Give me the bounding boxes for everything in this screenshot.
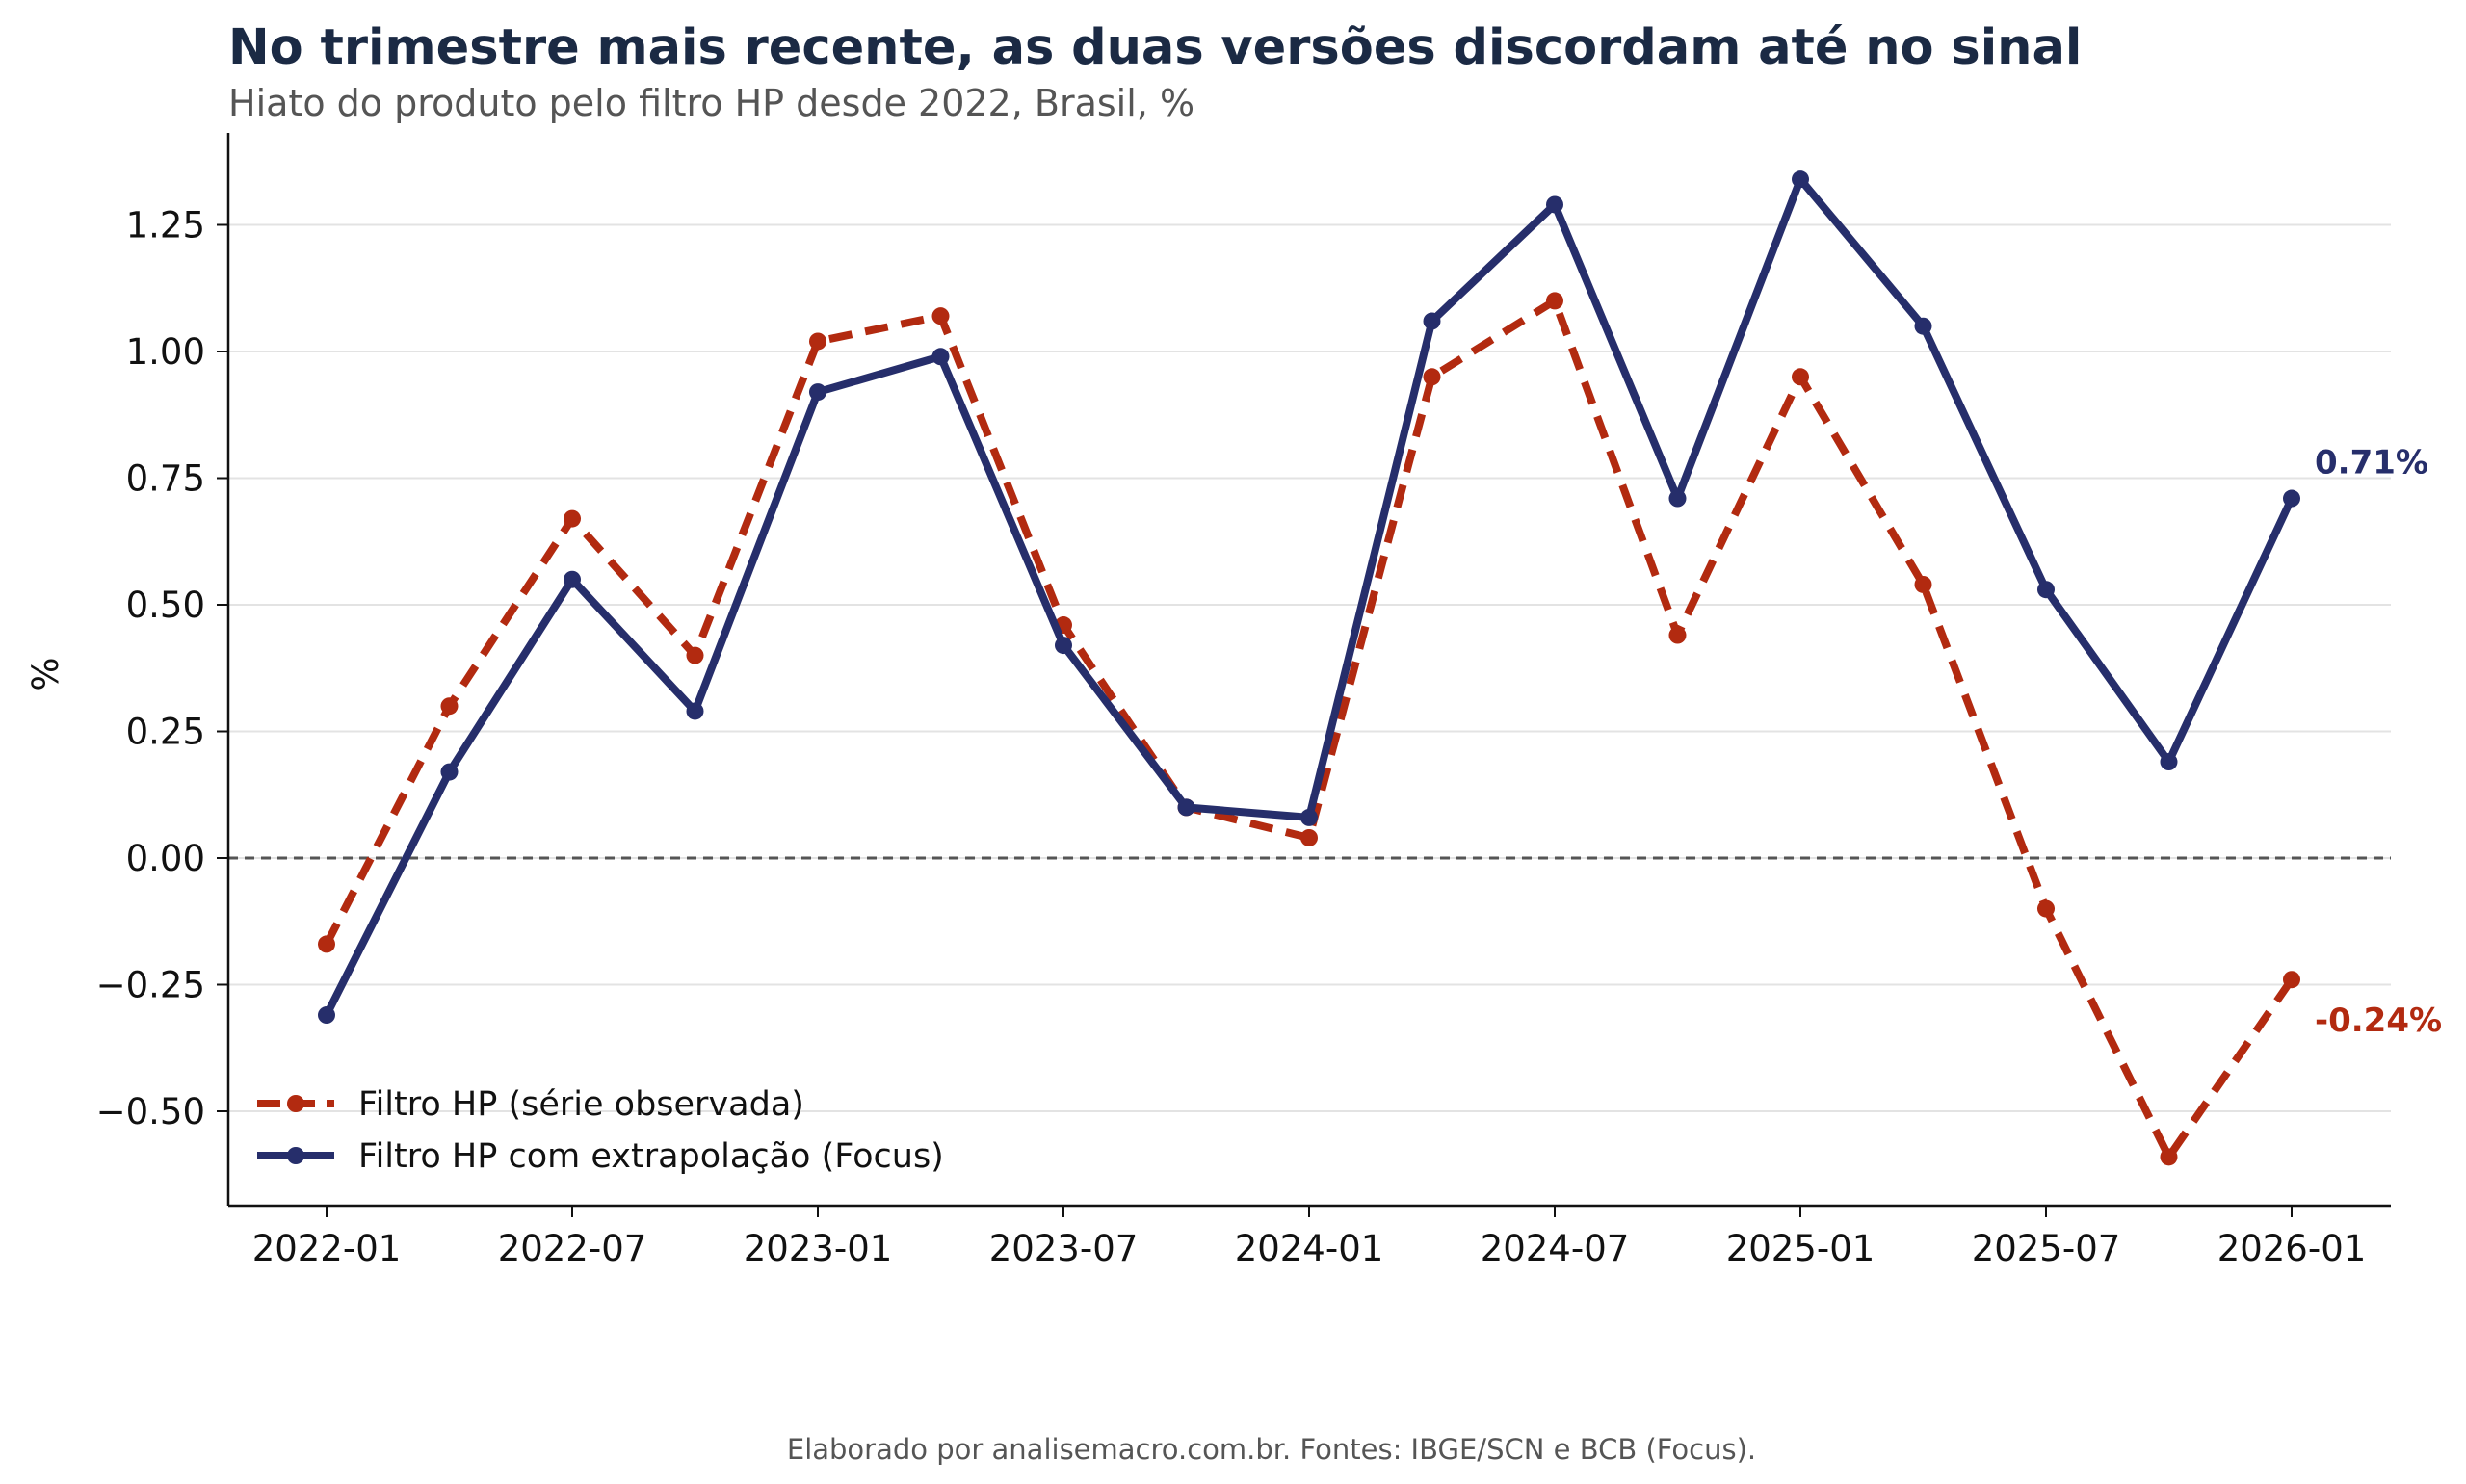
x-tick-label: 2026-01 [2217,1228,2367,1269]
footer-source: Elaborado por analisemacro.com.br. Fonte… [787,1433,1756,1466]
data-point [1300,828,1318,846]
grid-lines [228,223,2391,1112]
data-point [2160,1148,2178,1166]
data-point [564,570,581,588]
series-end-label: 0.71% [2315,444,2428,482]
x-tick-label: 2022-01 [252,1228,402,1269]
data-point [1668,489,1687,508]
x-tick-label: 2023-07 [989,1228,1139,1269]
legend: Filtro HP (série observada) Filtro HP com… [257,1085,944,1176]
y-axis-label: % [25,657,66,690]
data-point [1423,368,1441,386]
data-point [1300,808,1318,826]
y-tick-label: 1.25 [126,205,205,247]
data-point [2037,581,2055,599]
data-point [809,332,826,351]
y-tick-label: 0.50 [126,585,205,626]
data-point [1914,317,1932,335]
data-point [2283,971,2300,989]
data-point [318,1006,335,1025]
data-point [1177,798,1195,817]
data-point [1914,575,1932,593]
x-tick-label: 2025-07 [1972,1228,2121,1269]
series-group: -0.24% 0.71% [318,170,2442,1166]
data-point [440,763,459,781]
series-line-2 [323,175,2295,1017]
y-tick-label: 0.75 [126,458,205,500]
y-tick-label: 1.00 [126,331,205,373]
data-point [931,348,950,366]
data-point [1792,368,1809,386]
legend-marker [287,1095,304,1112]
data-point [1546,292,1563,310]
data-point [1423,312,1441,330]
legend-marker [287,1147,304,1164]
y-tick-label: −0.50 [96,1091,205,1133]
axes: −0.50 −0.25 0.00 0.25 0.50 0.75 1.00 1.25 2022-0… [96,133,2391,1269]
data-point [809,383,826,402]
x-tick-label: 2022-07 [498,1228,647,1269]
y-tick-label: 0.00 [126,838,205,879]
legend-entry: Filtro HP com extrapolação (Focus) [358,1137,944,1176]
chart-title: No trimestre mais recente, as duas versõ… [228,19,2082,76]
series-line-1 [323,297,2295,1161]
data-point [1055,637,1072,655]
x-tick-label: 2025-01 [1726,1228,1876,1269]
data-point [1792,170,1809,189]
data-point [1546,195,1563,214]
x-tick-label: 2024-01 [1235,1228,1384,1269]
x-tick-label: 2023-01 [744,1228,893,1269]
legend-entry: Filtro HP (série observada) [358,1085,804,1124]
x-tick-label: 2024-07 [1481,1228,1630,1269]
data-point [2283,489,2300,508]
data-point [440,697,459,716]
data-point [2037,899,2055,918]
data-point [686,646,704,664]
chart-subtitle: Hiato do produto pelo filtro HP desde 20… [228,82,1194,124]
data-point [2160,753,2178,771]
y-tick-label: 0.25 [126,712,205,753]
data-point [1668,626,1687,644]
data-point [931,307,950,325]
series-end-label: -0.24% [2315,1002,2442,1040]
y-tick-label: −0.25 [96,965,205,1006]
data-point [686,702,704,720]
data-point [564,509,581,528]
data-point [318,935,335,953]
